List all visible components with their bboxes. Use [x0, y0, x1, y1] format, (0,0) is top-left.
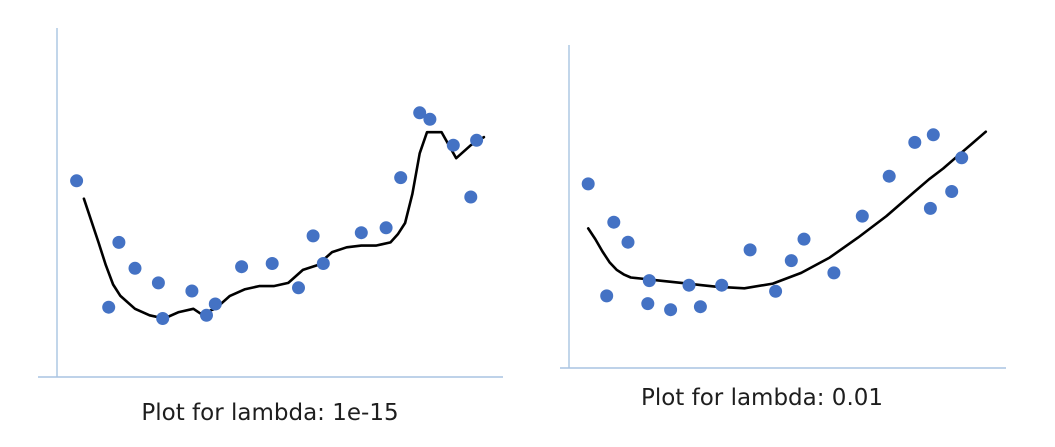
data-point: [292, 281, 305, 295]
data-point: [470, 133, 484, 147]
data-point: [379, 221, 393, 235]
data-point: [621, 235, 635, 249]
data-point: [413, 106, 427, 120]
data-point: [955, 151, 969, 165]
data-point: [607, 215, 621, 229]
data-point: [102, 300, 116, 314]
data-point: [926, 128, 940, 142]
data-point: [446, 138, 460, 152]
data-point: [316, 257, 330, 270]
data-point: [464, 190, 478, 204]
data-point: [394, 171, 408, 185]
data-point: [156, 312, 170, 325]
data-point: [185, 284, 199, 298]
data-point: [945, 185, 959, 198]
data-point: [908, 135, 922, 149]
data-point: [715, 278, 729, 292]
data-point: [641, 297, 655, 311]
data-point: [664, 303, 678, 317]
data-point: [693, 300, 707, 314]
chart-marks: [581, 128, 988, 317]
data-point: [827, 266, 841, 280]
data-point: [769, 284, 783, 298]
fit-curve: [82, 130, 486, 320]
chart-marks: [70, 106, 486, 325]
data-point: [128, 261, 142, 275]
data-point: [200, 308, 213, 322]
data-point: [208, 297, 222, 311]
data-point: [423, 112, 437, 126]
data-point: [354, 226, 368, 240]
data-point: [265, 257, 279, 270]
data-point: [923, 201, 937, 215]
data-point: [743, 243, 757, 257]
data-point: [70, 174, 84, 188]
data-point: [682, 278, 696, 292]
data-point: [151, 276, 165, 290]
data-point: [581, 177, 595, 191]
data-point: [855, 209, 869, 223]
data-point: [797, 232, 811, 246]
data-point: [600, 289, 614, 303]
data-point: [112, 235, 126, 249]
chart-caption: Plot for lambda: 0.01: [641, 385, 883, 411]
data-point: [882, 169, 896, 183]
plot-panel-lambda-1e-15: Plot for lambda: 1e-15: [38, 28, 503, 426]
data-point: [642, 274, 656, 288]
data-point: [235, 260, 249, 274]
data-point: [784, 254, 798, 268]
data-point: [306, 229, 320, 243]
chart-caption: Plot for lambda: 1e-15: [141, 400, 398, 426]
plot-panel-lambda-0.01: Plot for lambda: 0.01: [560, 45, 1006, 411]
